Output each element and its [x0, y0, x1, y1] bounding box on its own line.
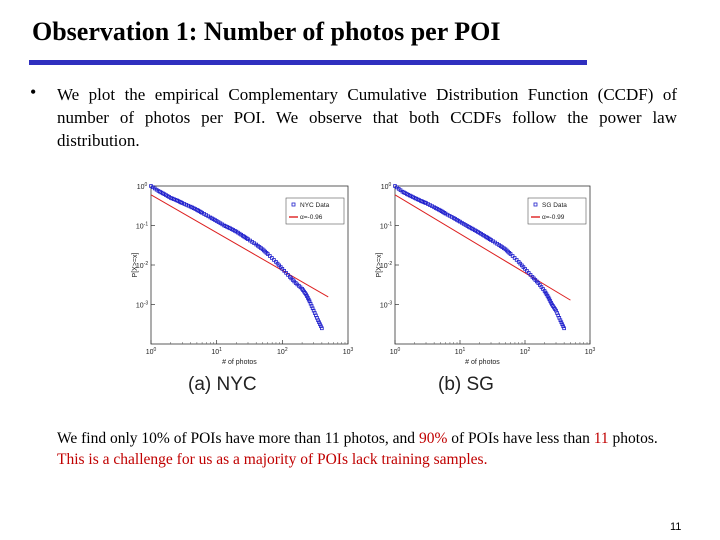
- fit-line-1: [394, 194, 571, 301]
- finding-90pct: 90%: [418, 430, 448, 447]
- y-tick-label-0-0: 100: [137, 182, 148, 191]
- x-axis-label-0: # of photos: [222, 359, 257, 366]
- y-tick-label-1-1: 10-1: [380, 222, 392, 231]
- y-tick-label-1-3: 10-3: [380, 301, 392, 310]
- data-point-0-27: [316, 318, 320, 323]
- y-tick-label-1-2: 10-2: [380, 261, 392, 270]
- data-point-fill-1-27-1: [559, 320, 564, 325]
- title-underline: [29, 60, 587, 65]
- data-point-0-20: [280, 267, 285, 271]
- y-axis-label-1: P[X>=x]: [376, 252, 383, 277]
- data-point-fill-1-18-3: [514, 258, 519, 262]
- data-point-fill-1-18-1: [510, 254, 515, 258]
- y-tick-label-1-0: 100: [381, 182, 392, 191]
- data-point-0-5: [180, 201, 185, 205]
- finding-11: 11: [593, 430, 609, 447]
- data-point-fill-0-20-2: [284, 271, 288, 275]
- y-tick-label-0-3: 10-3: [136, 301, 148, 310]
- legend-label-data-0: NYC Data: [300, 202, 330, 209]
- data-point-fill-1-18-2: [512, 256, 517, 260]
- page-number: 11: [670, 521, 682, 533]
- data-point-fill-0-18-3: [272, 258, 276, 262]
- data-point-1-20: [523, 267, 527, 271]
- x-tick-label-1-3: 103: [585, 347, 596, 356]
- fit-line-0: [150, 194, 329, 298]
- finding-text: We find only 10% of POIs have more than …: [57, 428, 697, 470]
- x-tick-label-1-2: 102: [520, 347, 531, 356]
- x-tick-label-0-2: 102: [277, 347, 288, 356]
- data-point-fill-0-27-2: [318, 322, 322, 327]
- data-point-fill-1-20-2: [526, 271, 531, 275]
- legend-box-1: [527, 197, 587, 225]
- slide-title: Observation 1: Number of photos per POI: [32, 17, 501, 46]
- data-point-1-18: [508, 252, 513, 256]
- data-point-fill-1-20-3: [528, 273, 533, 277]
- x-tick-label-1-0: 100: [390, 347, 401, 356]
- legend-label-fit-0: α=-0.96: [300, 214, 323, 221]
- y-tick-label-0-1: 10-1: [136, 222, 148, 231]
- data-point-fill-0-20-3: [286, 273, 290, 277]
- data-point-fill-1-27-3: [561, 324, 565, 329]
- data-point-1-27: [558, 318, 563, 323]
- data-point-0-28: [320, 326, 324, 331]
- bullet-text: We plot the empirical Complementary Cumu…: [57, 85, 677, 150]
- x-tick-label-1-1: 101: [455, 347, 466, 356]
- data-point-fill-0-5-1: [182, 202, 187, 206]
- y-tick-label-0-2: 10-2: [136, 261, 148, 270]
- x-axis-label-1: # of photos: [465, 359, 500, 366]
- x-tick-label-0-3: 103: [343, 347, 354, 356]
- data-point-fill-1-20-1: [525, 269, 529, 273]
- data-point-1-28: [562, 326, 566, 331]
- x-tick-label-0-0: 100: [146, 347, 157, 356]
- data-point-0-18: [265, 252, 270, 256]
- legend-marker-data-1: [533, 202, 538, 207]
- legend-label-data-1: SG Data: [542, 202, 567, 209]
- finding-part3: of POIs have less than: [447, 430, 594, 447]
- bullet-marker: •: [30, 82, 37, 102]
- data-point-fill-0-18-2: [270, 256, 274, 260]
- data-point-fill-0-27-3: [319, 324, 323, 329]
- legend-box-0: [285, 197, 345, 225]
- data-point-fill-0-5-3: [186, 203, 191, 208]
- legend-marker-data-0: [291, 202, 296, 207]
- caption-nyc: (a) NYC: [188, 374, 257, 395]
- data-point-fill-0-27-1: [317, 320, 321, 325]
- legend-label-fit-1: α=-0.99: [542, 214, 565, 221]
- finding-challenge: This is a challenge for us as a majority…: [57, 451, 488, 468]
- data-point-fill-0-5-2: [184, 203, 189, 207]
- data-point-fill-0-18-1: [268, 254, 272, 258]
- data-point-fill-0-20-1: [282, 269, 287, 273]
- data-point-fill-1-27-2: [560, 322, 565, 327]
- finding-part5: photos.: [608, 430, 658, 447]
- y-axis-label-0: P[X>=x]: [132, 252, 139, 277]
- finding-part1: We find only 10% of POIs have more than …: [57, 430, 419, 447]
- x-tick-label-0-1: 101: [211, 347, 222, 356]
- caption-sg: (b) SG: [438, 374, 494, 395]
